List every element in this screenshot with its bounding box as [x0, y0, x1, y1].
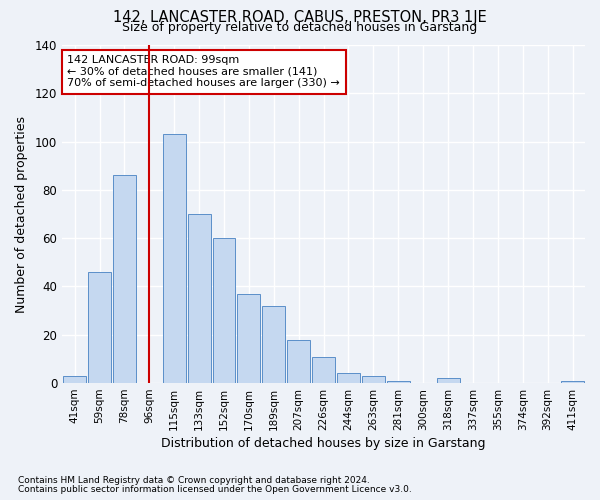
Bar — [362, 376, 385, 383]
Text: Contains public sector information licensed under the Open Government Licence v3: Contains public sector information licen… — [18, 485, 412, 494]
Bar — [287, 340, 310, 383]
Text: 142 LANCASTER ROAD: 99sqm
← 30% of detached houses are smaller (141)
70% of semi: 142 LANCASTER ROAD: 99sqm ← 30% of detac… — [67, 55, 340, 88]
Bar — [113, 176, 136, 383]
Bar — [212, 238, 235, 383]
Bar — [238, 294, 260, 383]
Bar — [337, 374, 360, 383]
Text: 142, LANCASTER ROAD, CABUS, PRESTON, PR3 1JE: 142, LANCASTER ROAD, CABUS, PRESTON, PR3… — [113, 10, 487, 25]
Bar — [188, 214, 211, 383]
Bar — [561, 380, 584, 383]
Text: Size of property relative to detached houses in Garstang: Size of property relative to detached ho… — [122, 22, 478, 35]
Bar — [387, 380, 410, 383]
X-axis label: Distribution of detached houses by size in Garstang: Distribution of detached houses by size … — [161, 437, 486, 450]
Bar — [63, 376, 86, 383]
Text: Contains HM Land Registry data © Crown copyright and database right 2024.: Contains HM Land Registry data © Crown c… — [18, 476, 370, 485]
Bar — [312, 356, 335, 383]
Bar — [437, 378, 460, 383]
Bar — [163, 134, 185, 383]
Bar — [262, 306, 285, 383]
Y-axis label: Number of detached properties: Number of detached properties — [15, 116, 28, 312]
Bar — [88, 272, 111, 383]
